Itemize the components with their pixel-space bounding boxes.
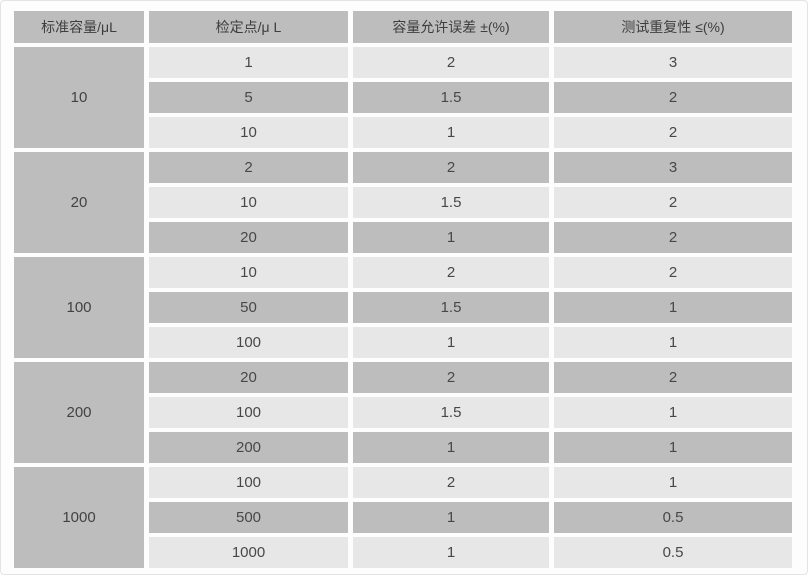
error-cell: 2 — [353, 362, 549, 393]
repeatability-cell: 0.5 — [554, 537, 792, 568]
repeatability-cell: 3 — [554, 47, 792, 78]
column-header-standard-capacity: 标准容量/μL — [14, 11, 144, 43]
checkpoint-cell: 100 — [149, 467, 348, 498]
checkpoint-cell: 200 — [149, 432, 348, 463]
error-cell: 1.5 — [353, 187, 549, 218]
error-cell: 1 — [353, 432, 549, 463]
repeatability-cell: 2 — [554, 187, 792, 218]
table-row: 50 1.5 1 — [14, 292, 792, 323]
repeatability-cell: 1 — [554, 397, 792, 428]
capacity-group-cell: 100 — [14, 257, 144, 358]
checkpoint-cell: 100 — [149, 327, 348, 358]
capacity-group-cell: 1000 — [14, 467, 144, 568]
table-row: 10 1 2 — [14, 117, 792, 148]
repeatability-cell: 1 — [554, 432, 792, 463]
table-row: 200 1 1 — [14, 432, 792, 463]
table-row: 200 20 2 2 — [14, 362, 792, 463]
table-row: 1000 100 2 1 — [14, 467, 792, 568]
error-cell: 1 — [353, 222, 549, 253]
checkpoint-cell: 100 — [149, 397, 348, 428]
table-row: 500 1 0.5 — [14, 502, 792, 533]
table-row: 1000 1 0.5 — [14, 537, 792, 568]
checkpoint-cell: 10 — [149, 117, 348, 148]
repeatability-cell: 1 — [554, 292, 792, 323]
column-header-checkpoint: 检定点/μ L — [149, 11, 348, 43]
error-cell: 2 — [353, 152, 549, 183]
checkpoint-cell: 20 — [149, 362, 348, 393]
repeatability-cell: 0.5 — [554, 502, 792, 533]
repeatability-cell: 2 — [554, 82, 792, 113]
checkpoint-cell: 5 — [149, 82, 348, 113]
error-cell: 1.5 — [353, 397, 549, 428]
repeatability-cell: 1 — [554, 327, 792, 358]
table-row: 10 1 2 3 — [14, 47, 792, 148]
error-cell: 2 — [353, 467, 549, 498]
column-header-repeatability: 测试重复性 ≤(%) — [554, 11, 792, 43]
error-cell: 1 — [353, 117, 549, 148]
table-row: 100 10 2 2 — [14, 257, 792, 358]
checkpoint-cell: 500 — [149, 502, 348, 533]
error-cell: 1.5 — [353, 292, 549, 323]
repeatability-cell: 2 — [554, 257, 792, 288]
table-row: 20 1 2 — [14, 222, 792, 253]
checkpoint-cell: 10 — [149, 187, 348, 218]
repeatability-cell: 2 — [554, 117, 792, 148]
capacity-group-cell: 10 — [14, 47, 144, 148]
error-cell: 1 — [353, 327, 549, 358]
checkpoint-cell: 10 — [149, 257, 348, 288]
column-header-allowed-error: 容量允许误差 ±(%) — [353, 11, 549, 43]
repeatability-cell: 2 — [554, 222, 792, 253]
checkpoint-cell: 2 — [149, 152, 348, 183]
checkpoint-cell: 1 — [149, 47, 348, 78]
repeatability-cell: 1 — [554, 467, 792, 498]
error-cell: 2 — [353, 257, 549, 288]
capacity-group-cell: 20 — [14, 152, 144, 253]
error-cell: 1 — [353, 502, 549, 533]
calibration-spec-table: 标准容量/μL 检定点/μ L 容量允许误差 ±(%) 测试重复性 ≤(%) 1… — [9, 7, 797, 572]
table-row: 100 1.5 1 — [14, 397, 792, 428]
table-row: 100 1 1 — [14, 327, 792, 358]
table-row: 5 1.5 2 — [14, 82, 792, 113]
checkpoint-cell: 1000 — [149, 537, 348, 568]
header-row: 标准容量/μL 检定点/μ L 容量允许误差 ±(%) 测试重复性 ≤(%) — [14, 11, 792, 43]
error-cell: 1 — [353, 537, 549, 568]
table-row: 20 2 2 3 — [14, 152, 792, 253]
table-row: 10 1.5 2 — [14, 187, 792, 218]
repeatability-cell: 3 — [554, 152, 792, 183]
error-cell: 1.5 — [353, 82, 549, 113]
capacity-group-cell: 200 — [14, 362, 144, 463]
checkpoint-cell: 50 — [149, 292, 348, 323]
checkpoint-cell: 20 — [149, 222, 348, 253]
error-cell: 2 — [353, 47, 549, 78]
repeatability-cell: 2 — [554, 362, 792, 393]
